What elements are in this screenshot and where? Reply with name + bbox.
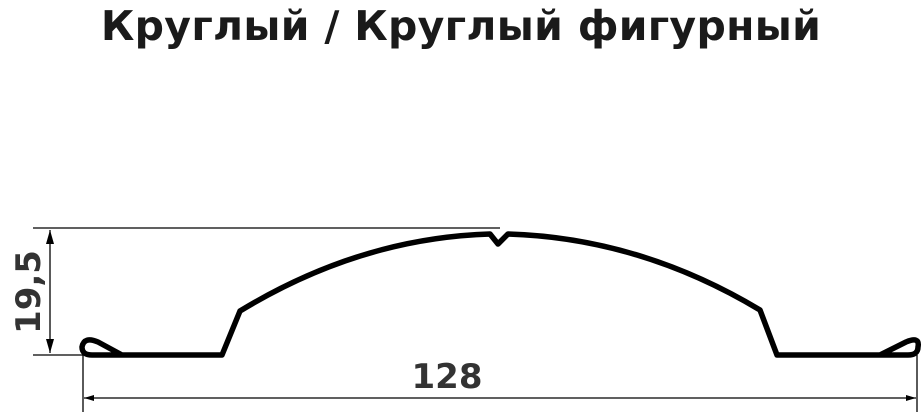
width-dimension-label: 128 <box>412 357 483 397</box>
height-dimension-label: 19,5 <box>9 250 49 334</box>
diagram-title: Круглый / Круглый фигурный <box>100 2 822 50</box>
profile-outline <box>79 231 921 358</box>
